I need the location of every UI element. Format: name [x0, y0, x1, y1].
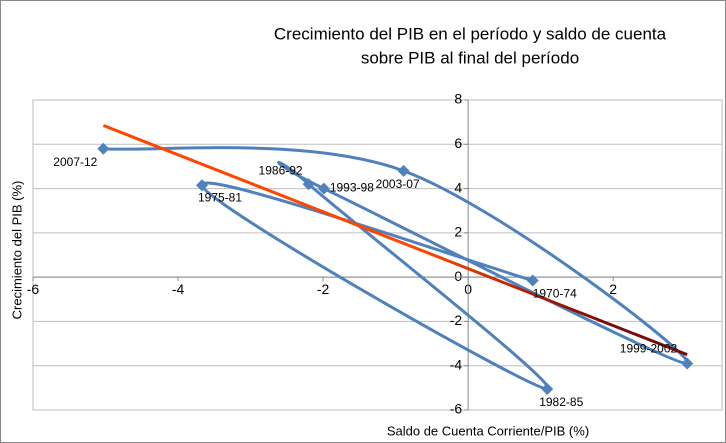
x-tick-label: 2	[609, 281, 617, 297]
point-label: 2007-12	[53, 155, 97, 169]
x-tick-label: -6	[27, 281, 40, 297]
x-axis-label: Saldo de Cuenta Corriente/PIB (%)	[387, 423, 589, 438]
point-label: 1982-85	[539, 395, 583, 409]
point	[526, 274, 539, 287]
point-label: 1986-92	[259, 163, 303, 177]
series-line	[103, 146, 690, 391]
x-tick-label: -4	[172, 281, 185, 297]
point	[302, 178, 315, 191]
point-label: 1999-2002	[620, 342, 678, 356]
point	[97, 142, 110, 155]
point	[195, 179, 208, 192]
chart-title: Crecimiento del PIB en el período y sald…	[274, 24, 667, 43]
y-tick-label: 2	[454, 224, 462, 240]
y-tick-label: -6	[450, 401, 463, 417]
y-tick-label: -4	[450, 356, 463, 372]
x-tick-label: -2	[317, 281, 330, 297]
point	[541, 382, 554, 395]
y-tick-label: 0	[454, 268, 462, 284]
point	[397, 164, 410, 177]
point-label: 2003-07	[376, 177, 420, 191]
point-label: 1975-81	[198, 190, 242, 204]
y-tick-label: 4	[454, 179, 462, 195]
y-tick-label: -2	[450, 312, 463, 328]
y-tick-label: 8	[454, 91, 462, 107]
point-label: 1993-98	[330, 181, 374, 195]
point-label: 1970-74	[533, 287, 577, 301]
y-tick-label: 6	[454, 135, 462, 151]
point	[681, 357, 694, 370]
y-axis-label: Crecimiento del PIB (%)	[9, 181, 24, 320]
point	[317, 182, 330, 195]
trendline	[102, 124, 688, 357]
chart-title: sobre PIB al final del período	[361, 48, 579, 67]
